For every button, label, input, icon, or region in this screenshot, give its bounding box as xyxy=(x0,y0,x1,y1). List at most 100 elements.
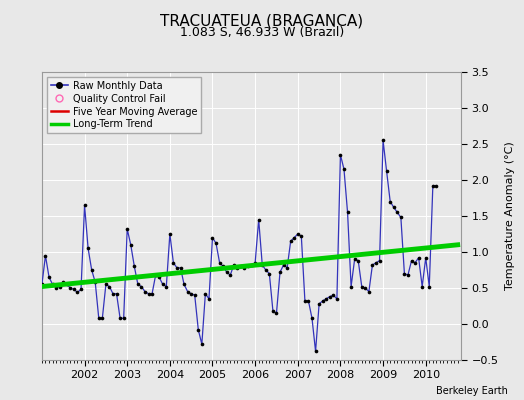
Point xyxy=(48,281,57,288)
Point xyxy=(304,298,313,304)
Point xyxy=(368,262,377,268)
Point xyxy=(159,281,167,288)
Point xyxy=(155,274,163,280)
Point xyxy=(432,182,441,189)
Point xyxy=(119,315,128,322)
Point xyxy=(130,263,138,270)
Point xyxy=(215,260,224,266)
Point xyxy=(293,231,302,237)
Point xyxy=(301,298,309,304)
Point xyxy=(429,182,437,189)
Legend: Raw Monthly Data, Quality Control Fail, Five Year Moving Average, Long-Term Tren: Raw Monthly Data, Quality Control Fail, … xyxy=(47,77,201,133)
Point xyxy=(52,285,60,291)
Point xyxy=(176,265,184,271)
Point xyxy=(347,283,355,290)
Point xyxy=(66,285,74,291)
Point xyxy=(365,288,373,295)
Point xyxy=(109,290,117,297)
Point xyxy=(73,289,82,296)
Point xyxy=(325,294,334,300)
Point xyxy=(173,265,181,271)
Point xyxy=(255,216,263,223)
Point xyxy=(329,292,337,298)
Point xyxy=(308,315,316,322)
Point xyxy=(397,214,405,221)
Point xyxy=(191,292,199,298)
Point xyxy=(333,296,341,302)
Point xyxy=(343,209,352,216)
Point xyxy=(56,283,64,290)
Point xyxy=(62,281,71,288)
Point xyxy=(361,285,369,291)
Point xyxy=(386,198,395,205)
Point xyxy=(389,204,398,210)
Point xyxy=(41,252,50,259)
Point xyxy=(180,281,188,288)
Point xyxy=(209,234,217,241)
Y-axis label: Temperature Anomaly (°C): Temperature Anomaly (°C) xyxy=(506,142,516,290)
Point xyxy=(80,202,89,208)
Point xyxy=(414,254,423,261)
Point xyxy=(247,262,256,268)
Point xyxy=(112,290,121,297)
Point xyxy=(283,265,291,271)
Point xyxy=(351,256,359,262)
Point xyxy=(241,265,249,271)
Point xyxy=(230,262,238,268)
Point xyxy=(354,258,363,264)
Text: 1.083 S, 46.933 W (Brazil): 1.083 S, 46.933 W (Brazil) xyxy=(180,26,344,39)
Point xyxy=(148,290,156,297)
Point xyxy=(279,262,288,268)
Point xyxy=(169,260,178,266)
Point xyxy=(319,298,327,304)
Text: TRACUATEUA (BRAGANCA): TRACUATEUA (BRAGANCA) xyxy=(160,14,364,29)
Point xyxy=(340,166,348,172)
Point xyxy=(45,274,53,280)
Point xyxy=(212,240,220,246)
Point xyxy=(418,283,427,290)
Point xyxy=(38,281,46,288)
Point xyxy=(244,263,252,270)
Point xyxy=(258,262,267,268)
Point xyxy=(322,296,331,302)
Point xyxy=(287,238,295,244)
Point xyxy=(166,231,174,237)
Text: Berkeley Earth: Berkeley Earth xyxy=(436,386,508,396)
Point xyxy=(123,226,132,232)
Point xyxy=(141,288,149,295)
Point xyxy=(226,272,234,278)
Point xyxy=(137,283,146,290)
Point xyxy=(59,279,68,286)
Point xyxy=(276,269,284,275)
Point xyxy=(375,258,384,264)
Point xyxy=(372,260,380,266)
Point xyxy=(205,296,213,302)
Point xyxy=(77,286,85,293)
Point xyxy=(297,233,305,239)
Point xyxy=(272,310,281,316)
Point xyxy=(223,269,231,275)
Point xyxy=(269,308,277,314)
Point xyxy=(84,245,92,252)
Point xyxy=(144,290,152,297)
Point xyxy=(425,283,433,290)
Point xyxy=(162,283,170,290)
Point xyxy=(194,326,202,333)
Point xyxy=(357,283,366,290)
Point xyxy=(411,260,419,266)
Point xyxy=(421,254,430,261)
Point xyxy=(315,301,323,307)
Point xyxy=(105,283,114,290)
Point xyxy=(261,267,270,273)
Point xyxy=(393,209,401,216)
Point xyxy=(102,281,110,288)
Point xyxy=(251,260,259,266)
Point xyxy=(379,137,387,144)
Point xyxy=(198,341,206,347)
Point xyxy=(98,315,106,322)
Point xyxy=(311,348,320,354)
Point xyxy=(70,286,78,293)
Point xyxy=(94,315,103,322)
Point xyxy=(407,258,416,264)
Point xyxy=(134,281,142,288)
